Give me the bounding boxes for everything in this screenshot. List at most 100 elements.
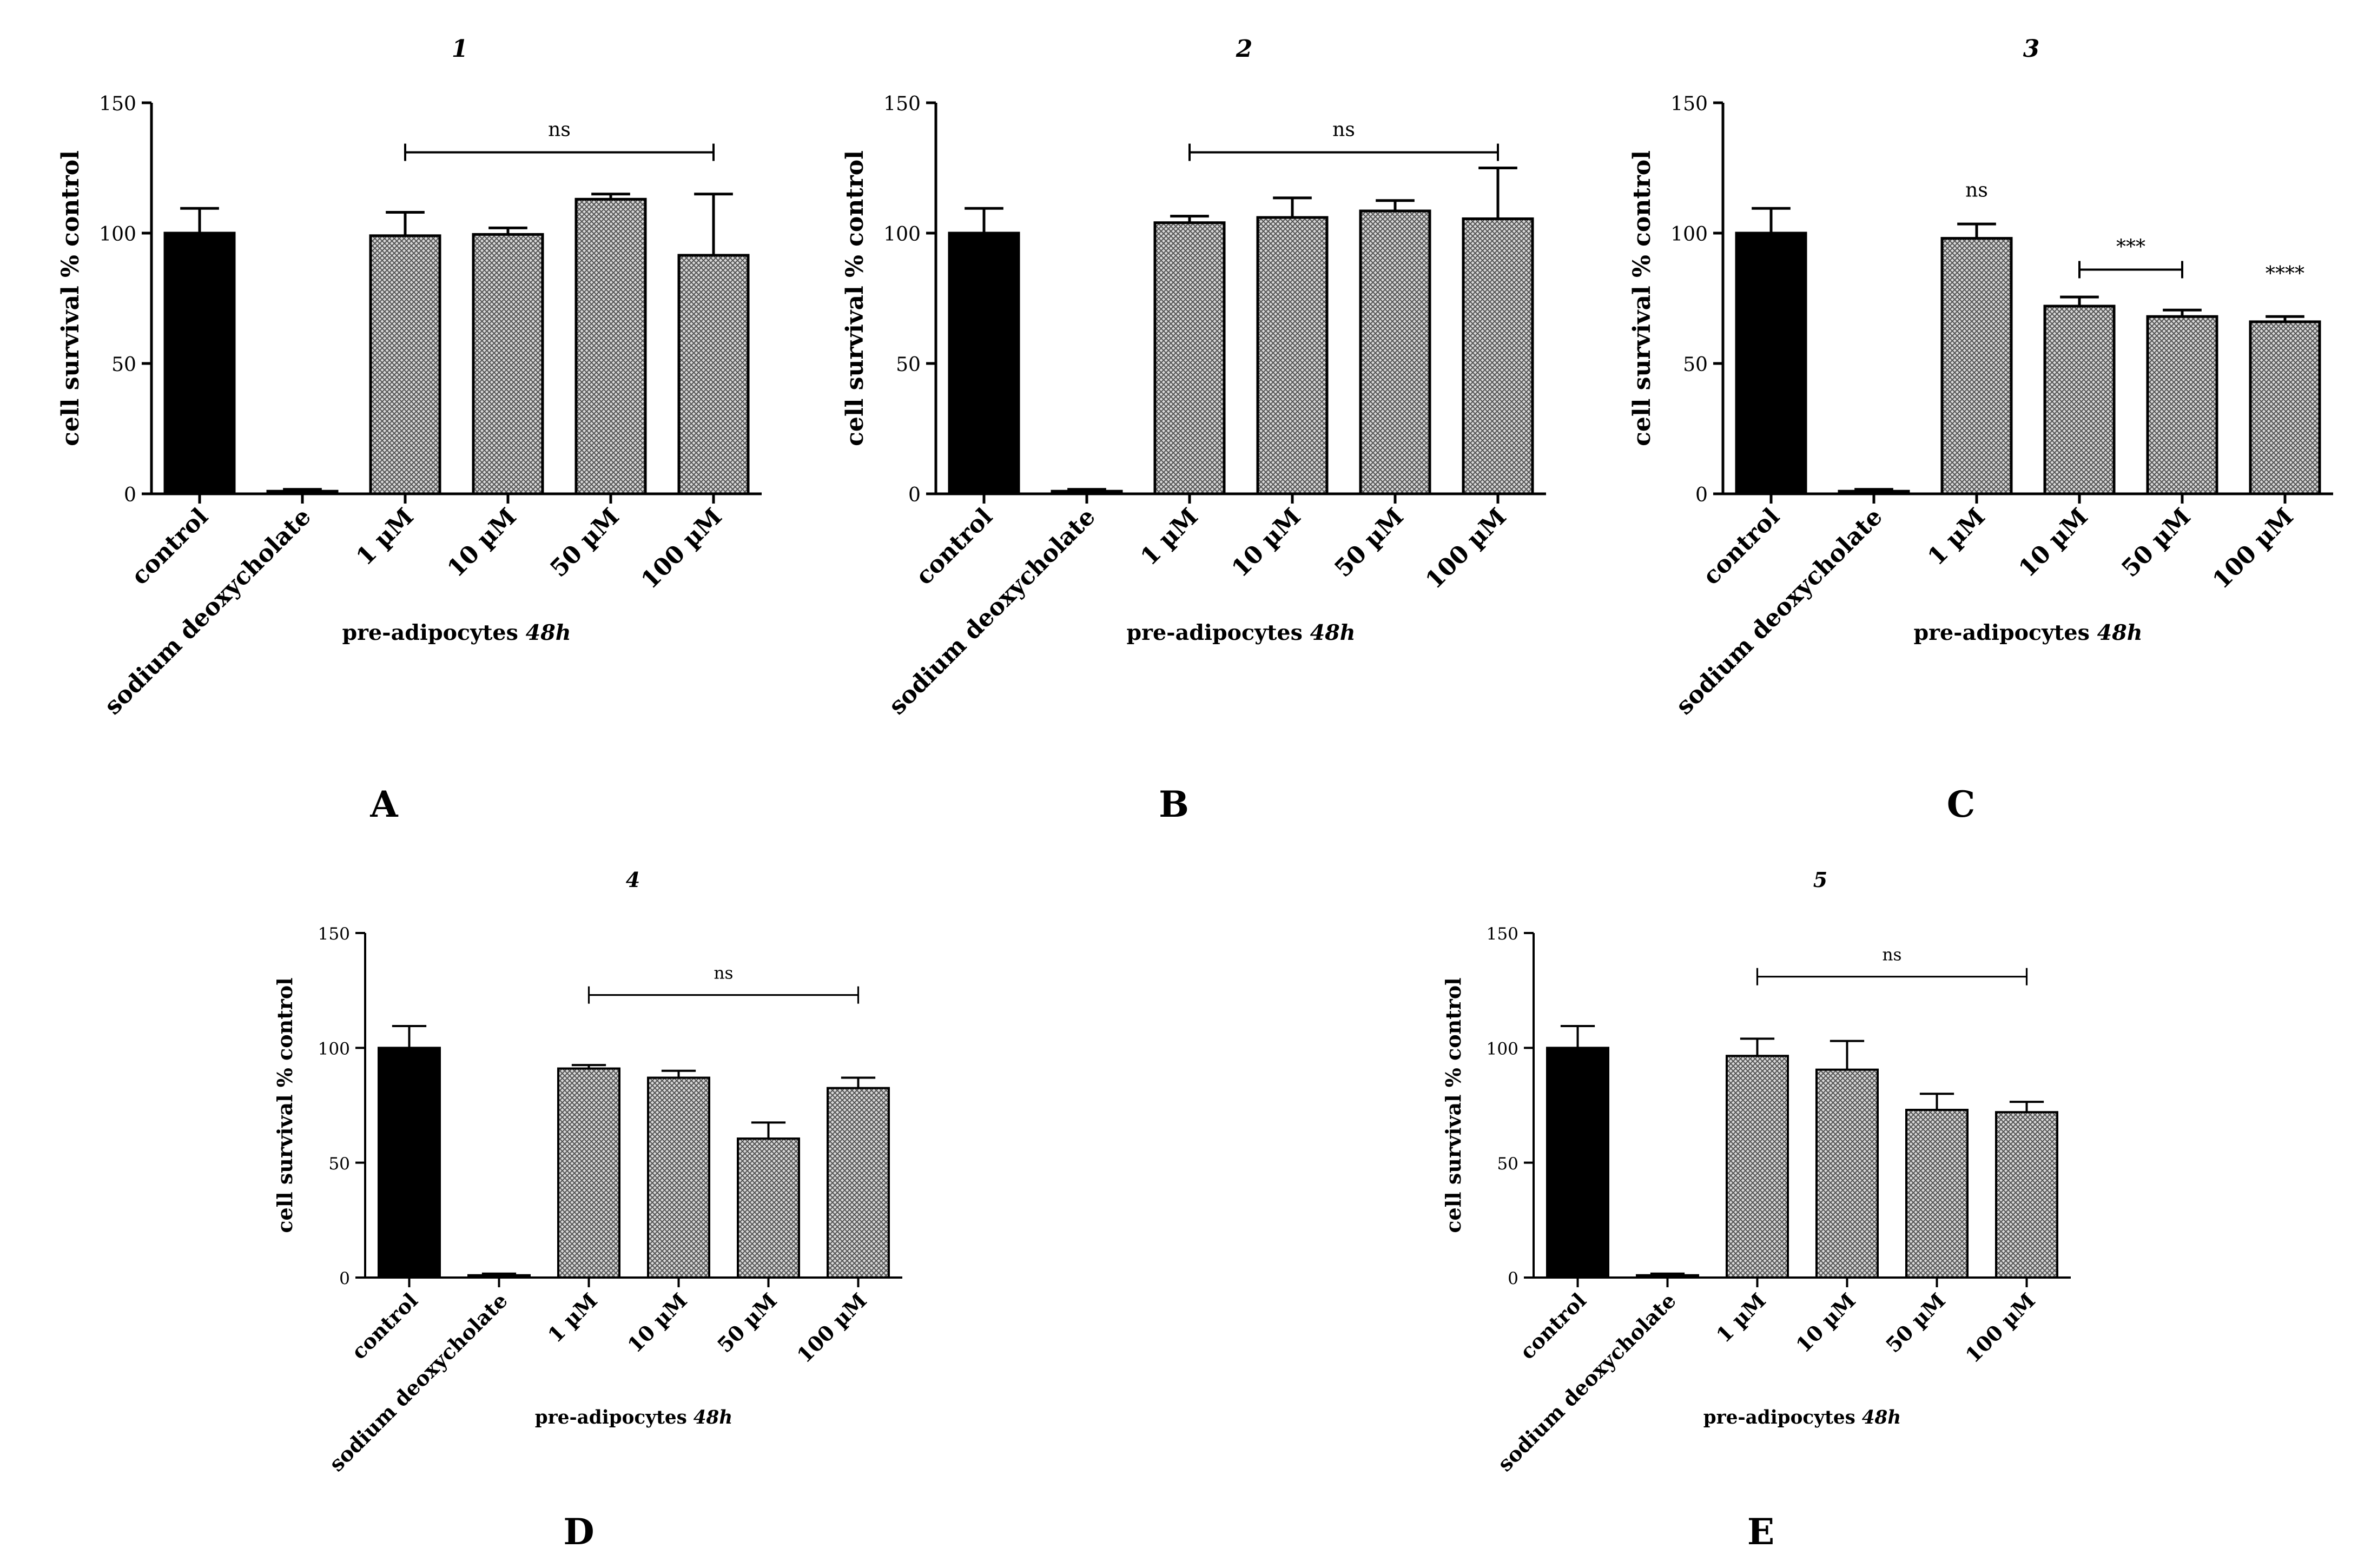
y-tick-label: 50	[111, 353, 136, 376]
x-tick-label: 10 µM	[623, 1288, 692, 1358]
x-axis-label-prefix: pre-adipocytes	[342, 620, 525, 645]
y-tick-label: 50	[1497, 1154, 1518, 1174]
chart-title: 5	[1813, 868, 1827, 892]
x-tick-label: sodium deoxycholate	[1670, 503, 1888, 720]
x-tick-label: control	[910, 503, 998, 591]
bar-1	[1546, 1047, 1609, 1279]
y-tick-label: 150	[318, 924, 350, 944]
x-tick-label: 50 µM	[712, 1288, 782, 1358]
bar-5	[1359, 209, 1431, 495]
significance-label: ns	[548, 118, 571, 141]
chart-panel-d: 4 0 50 100 150 cell survival % control control…	[273, 868, 902, 1553]
bar-6	[2249, 320, 2321, 495]
significance-label: ns	[1882, 945, 1901, 965]
bar-1	[163, 231, 236, 495]
bar-3	[1153, 221, 1226, 495]
x-tick-label: 100 µM	[636, 503, 728, 594]
x-tick-label: 10 µM	[1791, 1288, 1860, 1358]
x-axis-label-emph: 48h	[526, 620, 571, 645]
x-axis-label: pre-adipocytes 48h	[535, 1407, 732, 1428]
bar-2	[1838, 489, 1910, 495]
chart-title: 1	[452, 35, 468, 63]
panel-letter: C	[1947, 783, 1976, 825]
bar-4	[1815, 1068, 1879, 1279]
x-axis-label-emph: 48h	[1862, 1407, 1901, 1428]
y-tick-label: 150	[1487, 924, 1518, 944]
x-axis-label-prefix: pre-adipocytes	[1126, 620, 1310, 645]
y-tick-label: 100	[318, 1039, 350, 1058]
x-tick-label: 1 µM	[1712, 1288, 1771, 1347]
chart-panel-a: 1 0 50 100 150 cell survival % control control…	[57, 35, 762, 825]
y-axis-label: cell survival % control	[1628, 150, 1656, 446]
x-axis-label: pre-adipocytes 48h	[1913, 620, 2142, 645]
y-tick-label: 50	[896, 353, 921, 376]
y-tick-label: 50	[328, 1154, 350, 1174]
y-tick-label: 100	[883, 223, 921, 246]
y-tick-label: 50	[1683, 353, 1708, 376]
y-tick-label: 0	[1508, 1269, 1518, 1288]
bar-5	[2146, 315, 2218, 495]
bar-5	[737, 1137, 800, 1279]
bar-3	[557, 1067, 620, 1279]
y-tick-label: 150	[99, 92, 136, 115]
y-tick-label: 100	[99, 223, 136, 246]
chart-title: 2	[1236, 35, 1253, 63]
bar-4	[1256, 216, 1329, 495]
x-tick-label: control	[347, 1288, 422, 1364]
bar-4	[647, 1076, 710, 1279]
panel-letter: E	[1747, 1511, 1774, 1553]
x-tick-label: 10 µM	[442, 503, 521, 583]
bar-4	[2043, 305, 2116, 495]
x-tick-label: 50 µM	[545, 503, 624, 583]
chart-title: 4	[626, 868, 640, 892]
x-tick-label: 100 µM	[1960, 1288, 2040, 1368]
y-axis-label: cell survival % control	[273, 977, 297, 1233]
bar-6	[1462, 217, 1534, 495]
panel-letter: A	[369, 783, 398, 825]
bar-2	[1051, 489, 1123, 495]
bar-1	[378, 1047, 441, 1279]
chart-panel-c: 3 0 50 100 150 cell survival % control control…	[1628, 35, 2333, 825]
significance-label: ns	[1332, 118, 1355, 141]
x-tick-label: 10 µM	[1226, 503, 1306, 583]
x-tick-label: 1 µM	[1923, 503, 1991, 571]
x-tick-label: 100 µM	[2208, 503, 2299, 594]
y-axis-label: cell survival % control	[841, 150, 869, 446]
chart-panel-b: 2 0 50 100 150 cell survival % control control…	[841, 35, 1546, 825]
x-axis-label-emph: 48h	[694, 1407, 732, 1428]
bar-6	[677, 254, 750, 495]
x-tick-label: control	[1698, 503, 1785, 591]
x-axis-label-prefix: pre-adipocytes	[1703, 1407, 1862, 1428]
bar-5	[574, 197, 647, 495]
bar-1	[1735, 231, 1807, 495]
x-tick-label: 100 µM	[792, 1288, 871, 1368]
y-tick-label: 100	[1670, 223, 1708, 246]
y-tick-label: 0	[1695, 484, 1708, 506]
bar-1	[948, 231, 1020, 495]
significance-label: ns	[1965, 179, 1988, 202]
x-tick-label: 50 µM	[1329, 503, 1409, 583]
x-axis-label-emph: 48h	[2097, 620, 2143, 645]
x-tick-label: control	[1515, 1288, 1591, 1364]
bar-3	[1940, 237, 2013, 495]
significance-label: ****	[2266, 262, 2304, 285]
panel-letter: D	[563, 1511, 594, 1553]
x-tick-label: sodium deoxycholate	[324, 1288, 512, 1477]
y-tick-label: 100	[1487, 1039, 1518, 1058]
bar-2	[266, 489, 339, 495]
x-tick-label: 50 µM	[2116, 503, 2196, 583]
x-axis-label: pre-adipocytes 48h	[1126, 620, 1355, 645]
bar-4	[472, 233, 544, 495]
x-axis-label-prefix: pre-adipocytes	[1913, 620, 2097, 645]
bar-3	[1726, 1055, 1789, 1279]
y-tick-label: 150	[1670, 92, 1708, 115]
x-tick-label: 100 µM	[1421, 503, 1512, 594]
bar-2	[467, 1274, 531, 1279]
chart-title: 3	[2023, 35, 2040, 63]
x-axis-label: pre-adipocytes 48h	[1703, 1407, 1901, 1428]
x-tick-label: 1 µM	[1135, 503, 1204, 571]
x-tick-label: 1 µM	[543, 1288, 602, 1347]
x-axis-label: pre-adipocytes 48h	[342, 620, 571, 645]
x-tick-label: 1 µM	[351, 503, 419, 571]
